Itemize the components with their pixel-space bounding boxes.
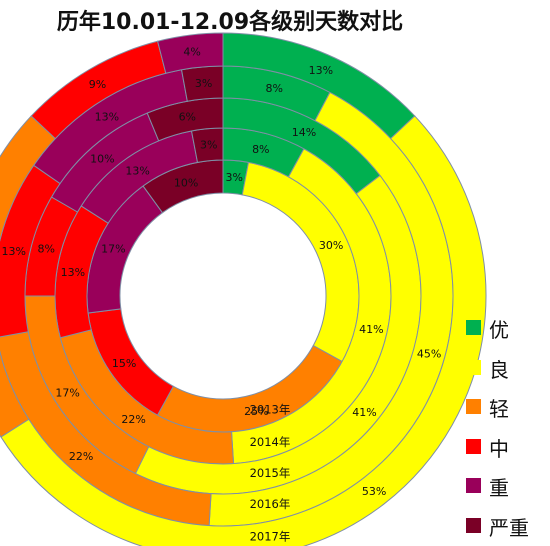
data-label-2017年-良: 53% [362,485,386,498]
data-label-2013年-中: 15% [112,357,136,370]
data-label-2014年-中: 13% [61,266,85,279]
data-label-2017年-重: 4% [183,45,200,58]
data-label-2013年-重: 17% [101,243,125,256]
data-label-2014年-重: 13% [125,164,149,177]
data-label-2017年-中: 9% [89,78,106,91]
series-label-2013年: 2013年 [250,403,291,417]
legend-label: 优 [489,318,509,342]
data-label-2014年-严重: 3% [200,139,217,152]
series-label-2014年: 2014年 [250,435,291,449]
slice-2017年-良 [0,115,487,546]
data-label-2016年-严重: 3% [195,77,212,90]
legend: 优良轻中重严重 [462,312,548,546]
slice-2017年-重 [156,32,224,74]
data-label-2015年-良: 41% [352,406,376,419]
data-label-2015年-严重: 6% [179,111,196,124]
data-label-2013年-优: 3% [226,171,243,184]
data-label-2013年-严重: 10% [174,176,198,189]
data-label-2015年-重: 10% [90,152,114,165]
data-label-2016年-轻: 22% [69,450,93,463]
data-label-2016年-重: 13% [95,110,119,123]
legend-swatch [466,478,481,494]
series-label-2015年: 2015年 [250,466,291,480]
legend-swatch [466,399,481,415]
data-label-2015年-优: 14% [292,126,316,139]
data-label-2013年-良: 30% [319,239,343,252]
data-label-2017年-优: 13% [309,64,333,77]
data-label-2014年-轻: 22% [121,413,145,426]
legend-label: 重 [489,476,509,501]
legend-item-良: 良 [462,352,548,392]
legend-swatch [466,359,481,375]
data-label-2016年-优: 8% [265,82,282,95]
legend-swatch [466,517,481,533]
legend-item-优: 优 [462,312,548,352]
legend-item-轻: 轻 [462,391,548,431]
data-label-2016年-良: 45% [417,347,441,360]
legend-label: 良 [489,357,509,382]
legend-label: 严重 [489,515,529,540]
legend-swatch [466,320,481,335]
data-label-2014年-良: 41% [359,323,383,336]
legend-label: 中 [489,436,509,461]
legend-item-重: 重 [462,470,548,510]
data-label-2016年-中: 13% [2,245,26,258]
series-label-2016年: 2016年 [250,497,291,511]
legend-label: 轻 [489,397,509,422]
data-label-2015年-中: 8% [38,243,55,256]
data-label-2013年-轻: 25% [244,405,268,418]
data-label-2014年-优: 8% [252,143,269,156]
legend-item-中: 中 [462,431,548,471]
legend-item-严重: 严重 [462,510,548,546]
chart-title: 历年10.01-12.09各级别天数对比 [56,10,404,35]
series-label-2017年: 2017年 [250,530,291,544]
data-label-2015年-轻: 17% [55,387,79,400]
legend-swatch [466,438,481,454]
